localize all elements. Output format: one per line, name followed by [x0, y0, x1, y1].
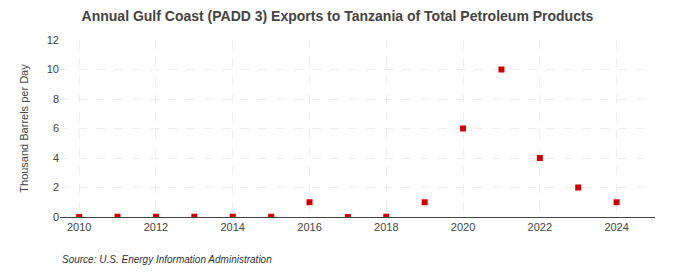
svg-text:2018: 2018: [374, 221, 398, 233]
svg-text:0: 0: [53, 211, 59, 223]
svg-text:8: 8: [53, 93, 59, 105]
svg-text:Annual Gulf Coast (PADD 3) Exp: Annual Gulf Coast (PADD 3) Exports to Ta…: [82, 8, 594, 24]
svg-text:2010: 2010: [67, 221, 91, 233]
svg-text:2016: 2016: [297, 221, 321, 233]
svg-text:2014: 2014: [220, 221, 244, 233]
svg-text:4: 4: [53, 152, 59, 164]
svg-text:2020: 2020: [451, 221, 475, 233]
svg-text:10: 10: [47, 63, 59, 75]
svg-text:Thousand Barrels per Day: Thousand Barrels per Day: [18, 64, 30, 193]
svg-text:6: 6: [53, 122, 59, 134]
svg-text:2: 2: [53, 181, 59, 193]
svg-text:Source: U.S. Energy Informatio: Source: U.S. Energy Information Administ…: [62, 254, 272, 265]
svg-text:2012: 2012: [144, 221, 168, 233]
svg-text:12: 12: [47, 34, 59, 46]
svg-text:2024: 2024: [604, 221, 628, 233]
svg-text:2022: 2022: [528, 221, 552, 233]
